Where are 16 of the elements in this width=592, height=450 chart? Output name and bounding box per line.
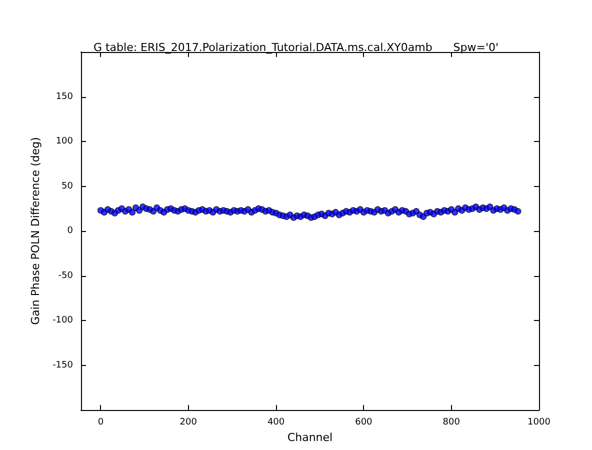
x-tick-label: 400 (267, 418, 285, 428)
x-tick-label: 600 (355, 418, 373, 428)
x-axis-title: Channel (287, 430, 333, 444)
y-tick-label: 100 (56, 136, 74, 146)
y-tick-label: 150 (56, 92, 74, 102)
y-axis-title: Gain Phase POLN Difference (deg) (29, 137, 42, 325)
x-tick-label: 200 (180, 418, 198, 428)
y-tick-label: 0 (67, 226, 74, 236)
y-tick-label: -150 (52, 360, 74, 370)
chart-title: G table: ERIS_2017.Polarization_Tutorial.DATA.ms.cal.XY0amb Spw='0' (93, 41, 499, 54)
x-tick-label: 1000 (528, 418, 551, 428)
x-tick-label: 800 (442, 418, 460, 428)
y-tick-label: -100 (52, 316, 74, 326)
x-tick-label: 0 (98, 418, 104, 428)
y-tick-label: -50 (58, 270, 74, 281)
y-tick-label: 50 (62, 181, 74, 192)
